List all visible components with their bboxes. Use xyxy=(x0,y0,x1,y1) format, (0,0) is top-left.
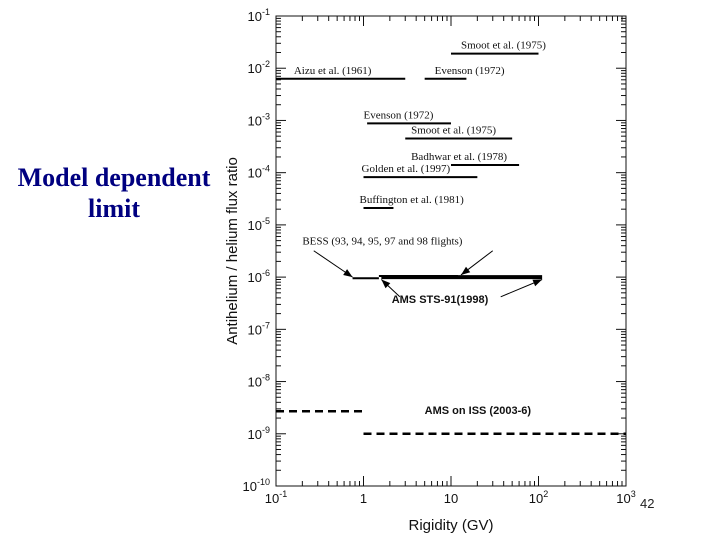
series-label: Evenson (1972) xyxy=(364,109,434,121)
series-label: AMS on ISS (2003-6) xyxy=(425,405,532,417)
series-label: Buffington et al. (1981) xyxy=(359,194,464,206)
annotation-arrows xyxy=(313,250,543,298)
y-tick-label: 10-8 xyxy=(248,373,270,390)
y-tick-label: 10-9 xyxy=(248,425,270,442)
series-label: AMS STS-91(1998) xyxy=(392,294,489,306)
series-label: Smoot et al. (1975) xyxy=(411,125,496,137)
arrow-head xyxy=(460,266,471,275)
series-label: Smoot et al. (1975) xyxy=(461,39,546,51)
y-tick-label: 10-1 xyxy=(248,7,270,24)
x-tick-label: 102 xyxy=(529,489,548,506)
series-label: Golden et al. (1997) xyxy=(362,163,451,175)
series-label: Badhwar et al. (1978) xyxy=(411,151,507,163)
annotations: Smoot et al. (1975) Aizu et al. (1961) Eve… xyxy=(294,39,546,417)
y-tick-label: 10-2 xyxy=(248,59,270,76)
data-series xyxy=(276,52,626,436)
caption-line-2: limit xyxy=(88,194,140,223)
x-axis-title: Rigidity (GV) xyxy=(408,517,493,534)
y-tick-label: 10-6 xyxy=(248,268,270,285)
series-label: Aizu et al. (1961) xyxy=(294,65,372,77)
x-tick-label: 1 xyxy=(360,491,367,506)
y-tick-label: 10-7 xyxy=(248,320,270,337)
series-label: Evenson (1972) xyxy=(435,65,505,77)
x-tick-label: 10-1 xyxy=(265,489,287,506)
x-tick-label: 103 xyxy=(616,489,635,506)
series-label: BESS (93, 94, 95, 97 and 98 flights) xyxy=(302,236,462,248)
y-tick-label: 10-5 xyxy=(248,216,270,233)
side-caption: Model dependent limit xyxy=(0,162,228,224)
y-axis-title: Antihelium / helium flux ratio xyxy=(224,157,241,345)
axis-ticks: 10-1 1 10 102 103 10-10 10-9 10-8 10-7 10-6 10-5 10… xyxy=(243,7,636,506)
y-tick-label: 10-3 xyxy=(248,111,270,128)
caption-line-1: Model dependent xyxy=(17,163,211,192)
page-number: 42 xyxy=(640,496,655,511)
arrow-head xyxy=(381,279,391,289)
x-tick-label: 10 xyxy=(444,491,458,506)
arrow-head xyxy=(343,269,353,278)
y-tick-label: 10-10 xyxy=(243,477,270,494)
arrow-head xyxy=(532,279,543,287)
y-tick-label: 10-4 xyxy=(248,164,270,181)
